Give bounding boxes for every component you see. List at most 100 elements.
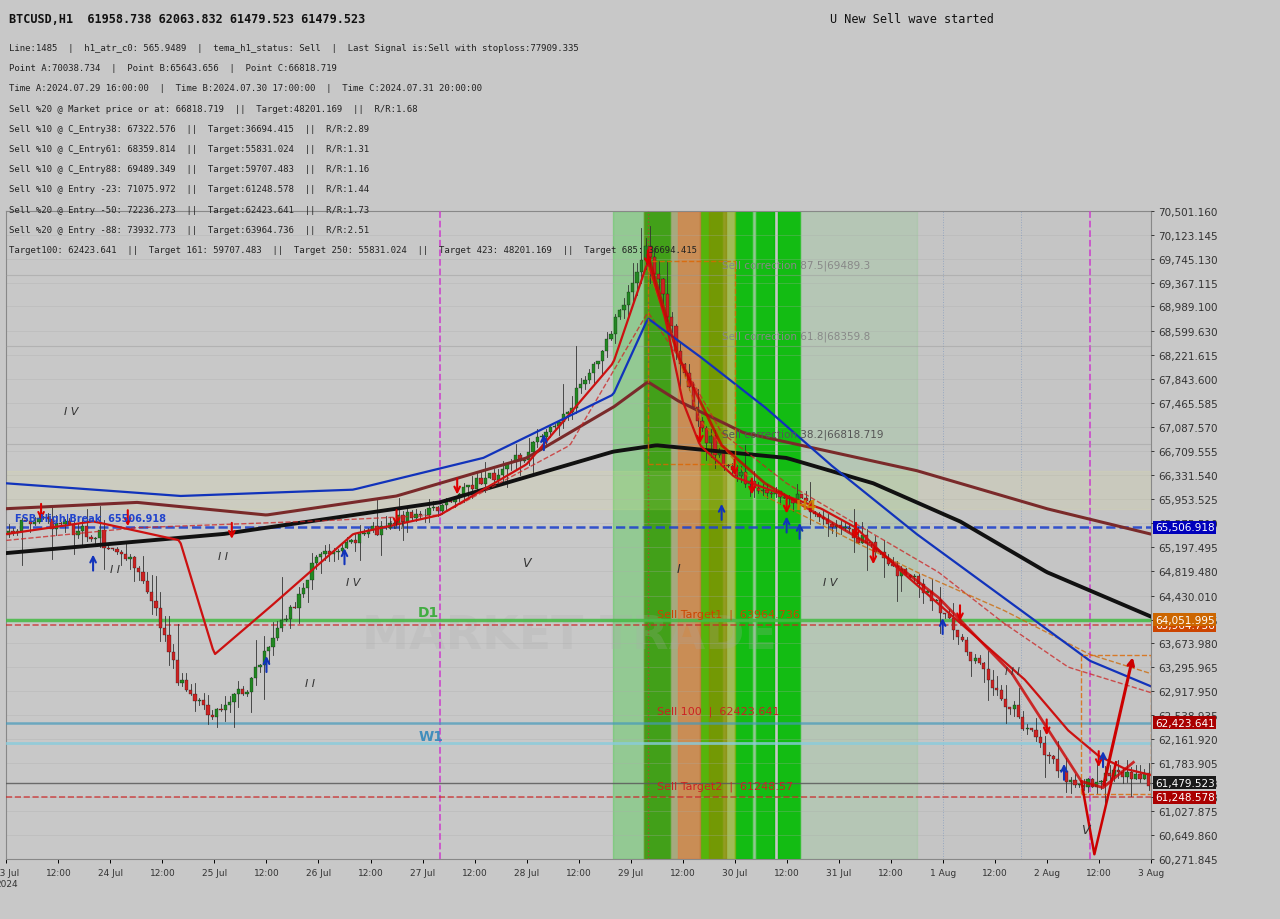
Bar — [865, 536, 868, 543]
Bar — [77, 532, 79, 536]
Bar — [1103, 774, 1107, 782]
Bar — [119, 552, 123, 555]
Text: I I I: I I I — [389, 520, 404, 530]
Bar — [20, 521, 23, 532]
Bar — [202, 700, 205, 706]
Bar — [224, 705, 227, 710]
Bar — [796, 494, 799, 503]
Bar — [250, 678, 253, 692]
Bar — [536, 437, 539, 443]
Bar — [731, 467, 735, 471]
Bar — [328, 551, 332, 554]
Bar — [375, 526, 379, 535]
Bar — [969, 652, 973, 662]
Bar — [1030, 729, 1033, 730]
Bar — [150, 592, 154, 601]
Bar — [28, 521, 32, 525]
Text: Sell correction 38.2|66818.719: Sell correction 38.2|66818.719 — [722, 429, 883, 439]
Bar — [684, 365, 686, 374]
Bar — [831, 525, 833, 528]
Bar — [33, 522, 36, 525]
Text: V: V — [1082, 823, 1091, 836]
Text: D1: D1 — [419, 606, 439, 619]
Bar — [237, 689, 239, 695]
Bar — [600, 352, 604, 362]
Bar — [1065, 771, 1068, 782]
Bar — [584, 380, 586, 385]
Bar — [284, 618, 288, 620]
Bar — [965, 641, 968, 652]
Bar — [744, 472, 748, 485]
Bar — [133, 558, 136, 569]
Bar — [397, 516, 401, 524]
Bar — [631, 284, 635, 293]
Bar — [527, 452, 530, 460]
Bar — [428, 508, 430, 516]
Bar — [1047, 755, 1051, 756]
Bar — [622, 306, 626, 311]
Bar — [59, 524, 63, 525]
Bar — [874, 543, 877, 552]
Bar — [1138, 774, 1142, 779]
Text: I V: I V — [823, 577, 837, 587]
Text: Point A:70038.734  |  Point B:65643.656  |  Point C:66818.719: Point A:70038.734 | Point B:65643.656 | … — [9, 64, 337, 73]
Bar — [800, 494, 804, 498]
Bar — [1091, 779, 1094, 788]
Bar — [644, 247, 648, 261]
Bar — [24, 520, 28, 521]
Bar — [193, 694, 197, 701]
Bar — [982, 664, 986, 670]
Bar — [37, 519, 41, 522]
Bar — [184, 680, 188, 691]
Bar — [605, 339, 608, 352]
Bar — [756, 211, 773, 859]
Bar — [609, 335, 613, 339]
Bar — [887, 559, 890, 564]
Bar — [549, 428, 552, 433]
Text: Target100: 62423.641  ||  Target 161: 59707.483  ||  Target 250: 55831.024  ||  : Target100: 62423.641 || Target 161: 5970… — [9, 246, 696, 255]
Bar — [662, 280, 664, 295]
Bar — [406, 513, 410, 522]
Bar — [50, 519, 54, 529]
Bar — [484, 478, 486, 484]
Bar — [500, 470, 504, 475]
Bar — [163, 628, 166, 635]
Bar — [440, 505, 444, 512]
Bar — [934, 600, 938, 601]
Bar — [293, 607, 296, 608]
Bar — [1112, 770, 1116, 777]
Bar — [68, 521, 70, 524]
Bar — [302, 588, 305, 594]
Bar — [518, 456, 522, 461]
Bar — [211, 716, 214, 717]
Text: Sell %20 @ Entry -88: 73932.773  ||  Target:63964.736  ||  R/R:2.51: Sell %20 @ Entry -88: 73932.773 || Targe… — [9, 226, 369, 234]
Text: Sell 100  |  62423.641: Sell 100 | 62423.641 — [657, 706, 780, 717]
Bar — [557, 422, 561, 426]
Bar — [740, 472, 742, 476]
Bar — [488, 474, 492, 478]
Bar — [310, 563, 314, 581]
Bar — [666, 295, 669, 318]
Bar — [635, 273, 639, 284]
Bar — [1052, 756, 1055, 759]
Bar — [751, 211, 756, 859]
Bar — [769, 494, 773, 495]
Bar — [497, 475, 500, 481]
Bar — [882, 552, 886, 559]
Bar — [509, 462, 513, 464]
Bar — [232, 695, 236, 702]
Text: I I: I I — [110, 564, 120, 574]
Bar — [246, 692, 248, 694]
Bar — [657, 275, 660, 280]
Bar — [453, 498, 457, 503]
Bar — [835, 525, 838, 528]
Bar — [653, 258, 657, 275]
Bar — [388, 523, 392, 528]
Bar — [1009, 708, 1011, 709]
Bar — [124, 555, 127, 560]
Bar — [137, 569, 141, 573]
Bar — [762, 491, 764, 492]
Text: 64,051.995: 64,051.995 — [1155, 615, 1215, 625]
Bar — [974, 659, 977, 662]
Bar — [960, 638, 964, 641]
